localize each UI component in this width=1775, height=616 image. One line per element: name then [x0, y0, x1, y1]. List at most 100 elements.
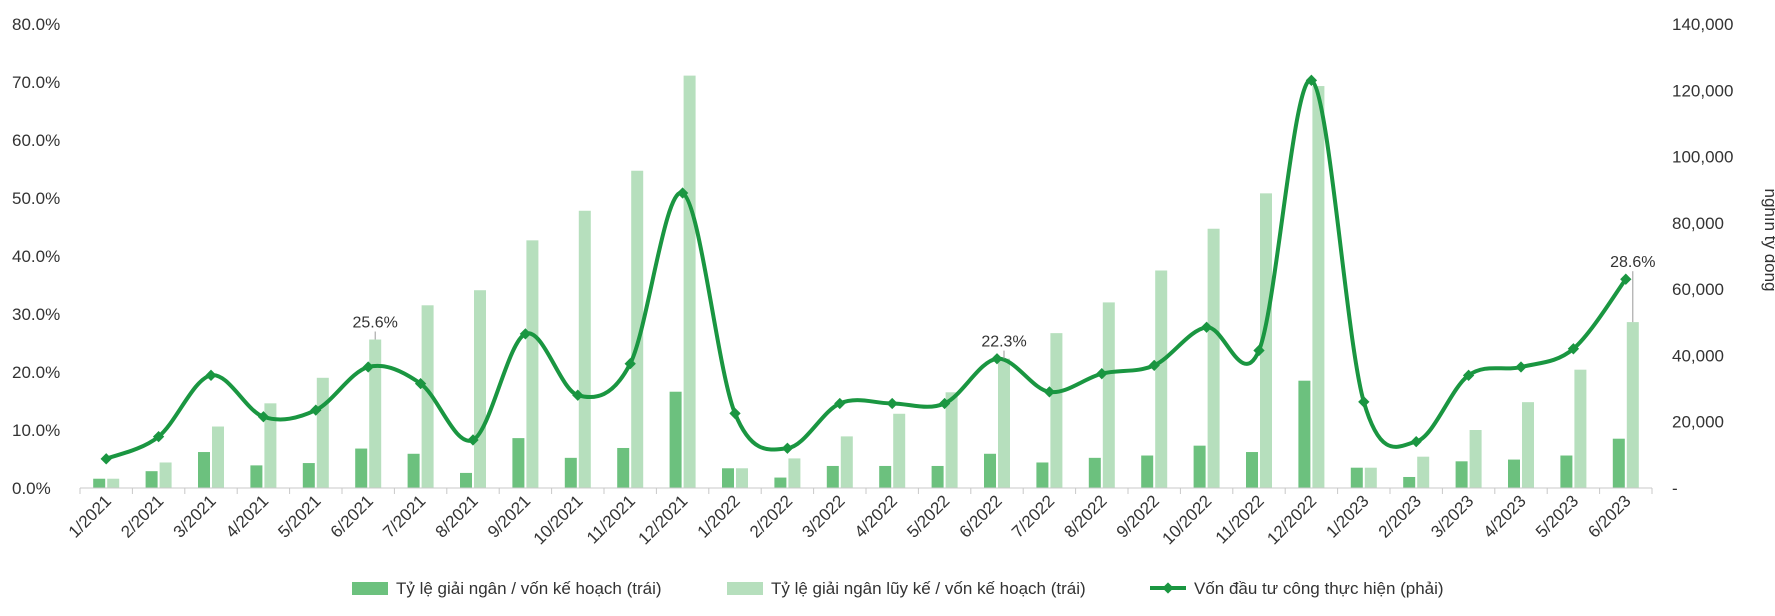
legend-marker — [1162, 582, 1174, 594]
x-tick-label: 12/2022 — [1263, 491, 1320, 548]
line-marker — [310, 404, 322, 416]
left-tick-label: 50.0% — [12, 189, 60, 208]
bar-cumulative — [1260, 193, 1272, 489]
line-marker — [1358, 396, 1370, 408]
bar-cumulative — [526, 240, 539, 488]
line-marker — [1462, 369, 1475, 381]
bar-monthly — [407, 453, 420, 488]
x-tick-label: 5/2023 — [1532, 491, 1582, 541]
right-tick-label: 20,000 — [1672, 413, 1724, 432]
line-marker — [1515, 361, 1527, 373]
line-marker — [624, 358, 636, 370]
left-tick-label: 30.0% — [12, 305, 60, 324]
bar-monthly — [1612, 438, 1625, 488]
bar-cumulative — [893, 413, 906, 488]
x-tick-label: 6/2021 — [327, 491, 377, 541]
line-marker — [781, 442, 794, 454]
bar-monthly — [1088, 457, 1101, 488]
x-tick-label: 5/2022 — [903, 491, 953, 541]
line-marker — [572, 389, 584, 401]
annotations: 25.6% 22.3% 28.6% — [353, 254, 1655, 359]
line-marker — [1043, 386, 1056, 398]
x-tick-label: 2/2021 — [117, 491, 167, 541]
line-marker — [1096, 368, 1108, 380]
bar-cumulative — [1417, 456, 1430, 488]
right-tick-label: 120,000 — [1672, 81, 1733, 100]
x-tick-label: 8/2021 — [432, 491, 482, 541]
bar-cumulative — [421, 305, 434, 488]
bar-cumulative — [316, 377, 329, 488]
left-tick-label: 10.0% — [12, 421, 60, 440]
bar-cumulative — [945, 392, 958, 488]
legend-label: Vốn đầu tư công thực hiện (phải) — [1194, 579, 1444, 598]
bar-cumulative — [683, 75, 696, 489]
bar-monthly — [669, 391, 682, 488]
bar-monthly — [302, 463, 315, 488]
bar-cumulative — [107, 478, 120, 488]
legend: Tỷ lệ giải ngân / vốn kế hoạch (trái) Tỷ … — [352, 579, 1444, 598]
bar-cumulative — [1469, 430, 1482, 488]
bar-cumulative — [1574, 369, 1587, 488]
legend-label: Tỷ lệ giải ngân / vốn kế hoạch (trái) — [396, 579, 662, 598]
bar-monthly — [355, 448, 368, 488]
x-tick-label: 1/2023 — [1322, 491, 1372, 541]
bar-monthly — [931, 465, 944, 488]
x-tick-label: 9/2021 — [484, 491, 534, 541]
line-marker — [152, 430, 165, 443]
left-tick-label: 0.0% — [12, 479, 51, 498]
bar-cumulative — [474, 290, 486, 488]
bar-monthly — [93, 478, 106, 488]
x-tick-label: 4/2023 — [1480, 491, 1530, 541]
left-tick-label: 60.0% — [12, 131, 60, 150]
bar-monthly — [564, 457, 577, 488]
line-marker — [1567, 343, 1580, 355]
bar-cumulative — [264, 403, 277, 488]
left-axis: 0.0% 10.0% 20.0% 30.0% 40.0% 50.0% 60.0% 70.0% 8… — [12, 15, 60, 498]
legend-swatch — [727, 582, 763, 595]
bar-cumulative — [1050, 333, 1063, 488]
x-tick-label: 7/2021 — [379, 491, 429, 541]
line-marker — [257, 411, 270, 423]
right-axis: - 20,000 40,000 60,000 80,000 100,000 120,000 1… — [1672, 15, 1733, 498]
line-marker — [991, 353, 1003, 365]
bar-monthly — [879, 465, 892, 488]
right-tick-label: 140,000 — [1672, 15, 1733, 34]
right-tick-label: - — [1672, 479, 1678, 498]
right-tick-label: 80,000 — [1672, 214, 1724, 233]
bar-cumulative — [736, 468, 748, 488]
x-axis: 1/2021 2/2021 3/2021 4/2021 5/2021 6/2021 7/20… — [65, 487, 1653, 548]
bar-monthly — [1560, 455, 1573, 488]
bar-monthly — [460, 472, 472, 488]
line-marker — [1620, 273, 1632, 285]
bar-monthly — [1403, 476, 1416, 488]
bar-monthly — [1455, 461, 1468, 488]
bar-monthly — [774, 477, 787, 488]
bar-monthly — [826, 465, 839, 488]
bar-cumulative — [1312, 86, 1325, 488]
annotation-label: 25.6% — [353, 315, 398, 332]
bar-cumulative — [788, 458, 801, 488]
x-tick-label: 3/2021 — [170, 491, 220, 541]
x-tick-label: 4/2022 — [851, 491, 901, 541]
bar-monthly — [198, 452, 210, 488]
right-tick-label: 100,000 — [1672, 148, 1733, 167]
left-tick-label: 40.0% — [12, 247, 60, 266]
line-marker — [414, 377, 427, 390]
line-marker — [886, 397, 898, 410]
left-tick-label: 80.0% — [12, 15, 60, 34]
line-layer — [100, 74, 1632, 465]
line-marker — [362, 361, 374, 373]
x-tick-label: 11/2022 — [1212, 491, 1268, 547]
bar-monthly — [1508, 459, 1520, 488]
line-marker — [467, 434, 479, 446]
legend-label: Tỷ lệ giải ngân lũy kế / vốn kế hoạch (t… — [771, 579, 1086, 598]
bars — [93, 75, 1639, 489]
bar-cumulative — [1102, 302, 1115, 488]
right-tick-label: 40,000 — [1672, 346, 1724, 365]
bar-monthly — [722, 468, 734, 488]
bar-monthly — [1350, 467, 1363, 488]
bar-cumulative — [1155, 270, 1168, 488]
line-marker — [676, 187, 689, 199]
bar-monthly — [1141, 455, 1154, 488]
bar-cumulative — [1626, 322, 1639, 488]
